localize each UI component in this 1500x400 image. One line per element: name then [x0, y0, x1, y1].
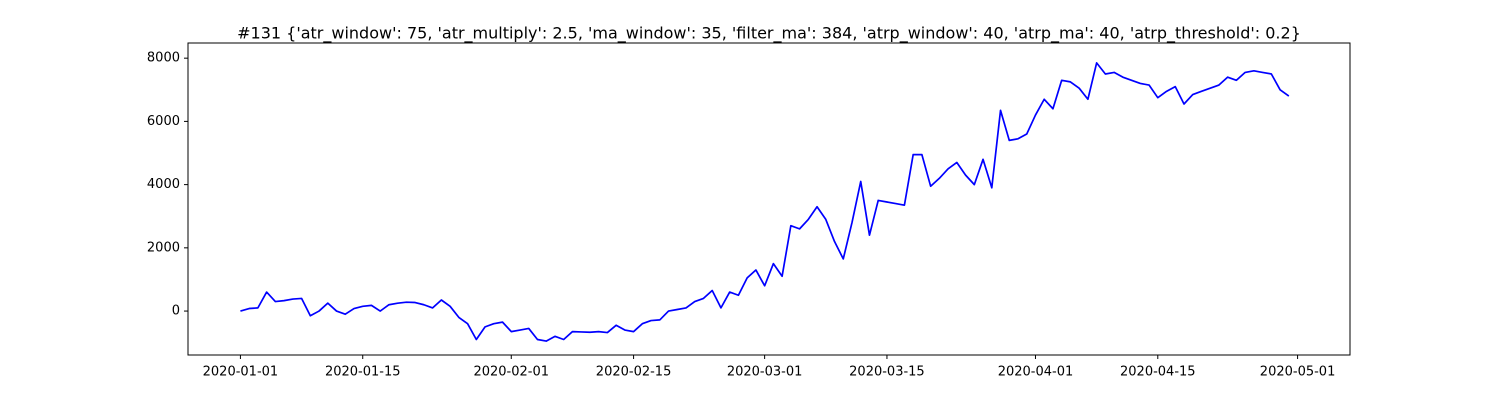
x-tick-label: 2020-01-15 — [325, 365, 401, 380]
x-tick-label: 2020-03-15 — [849, 365, 925, 380]
y-tick-label: 2000 — [147, 240, 180, 255]
plot-frame — [187, 42, 1351, 356]
x-tick-label: 2020-05-01 — [1260, 365, 1336, 380]
x-tick-label: 2020-01-01 — [203, 365, 279, 380]
line-series — [240, 62, 1290, 342]
x-tick-label: 2020-04-01 — [998, 365, 1074, 380]
chart-title: #131 {'atr_window': 75, 'atr_multiply': … — [237, 24, 1301, 44]
x-tick-label: 2020-03-01 — [727, 365, 803, 380]
x-tick-label: 2020-02-01 — [473, 365, 549, 380]
y-tick-label: 8000 — [147, 51, 180, 66]
y-tick-label: 6000 — [147, 114, 180, 129]
y-tick-label: 0 — [172, 304, 180, 319]
x-tick-label: 2020-02-15 — [596, 365, 672, 380]
x-tick-label: 2020-04-15 — [1120, 365, 1196, 380]
y-tick-label: 4000 — [147, 177, 180, 192]
